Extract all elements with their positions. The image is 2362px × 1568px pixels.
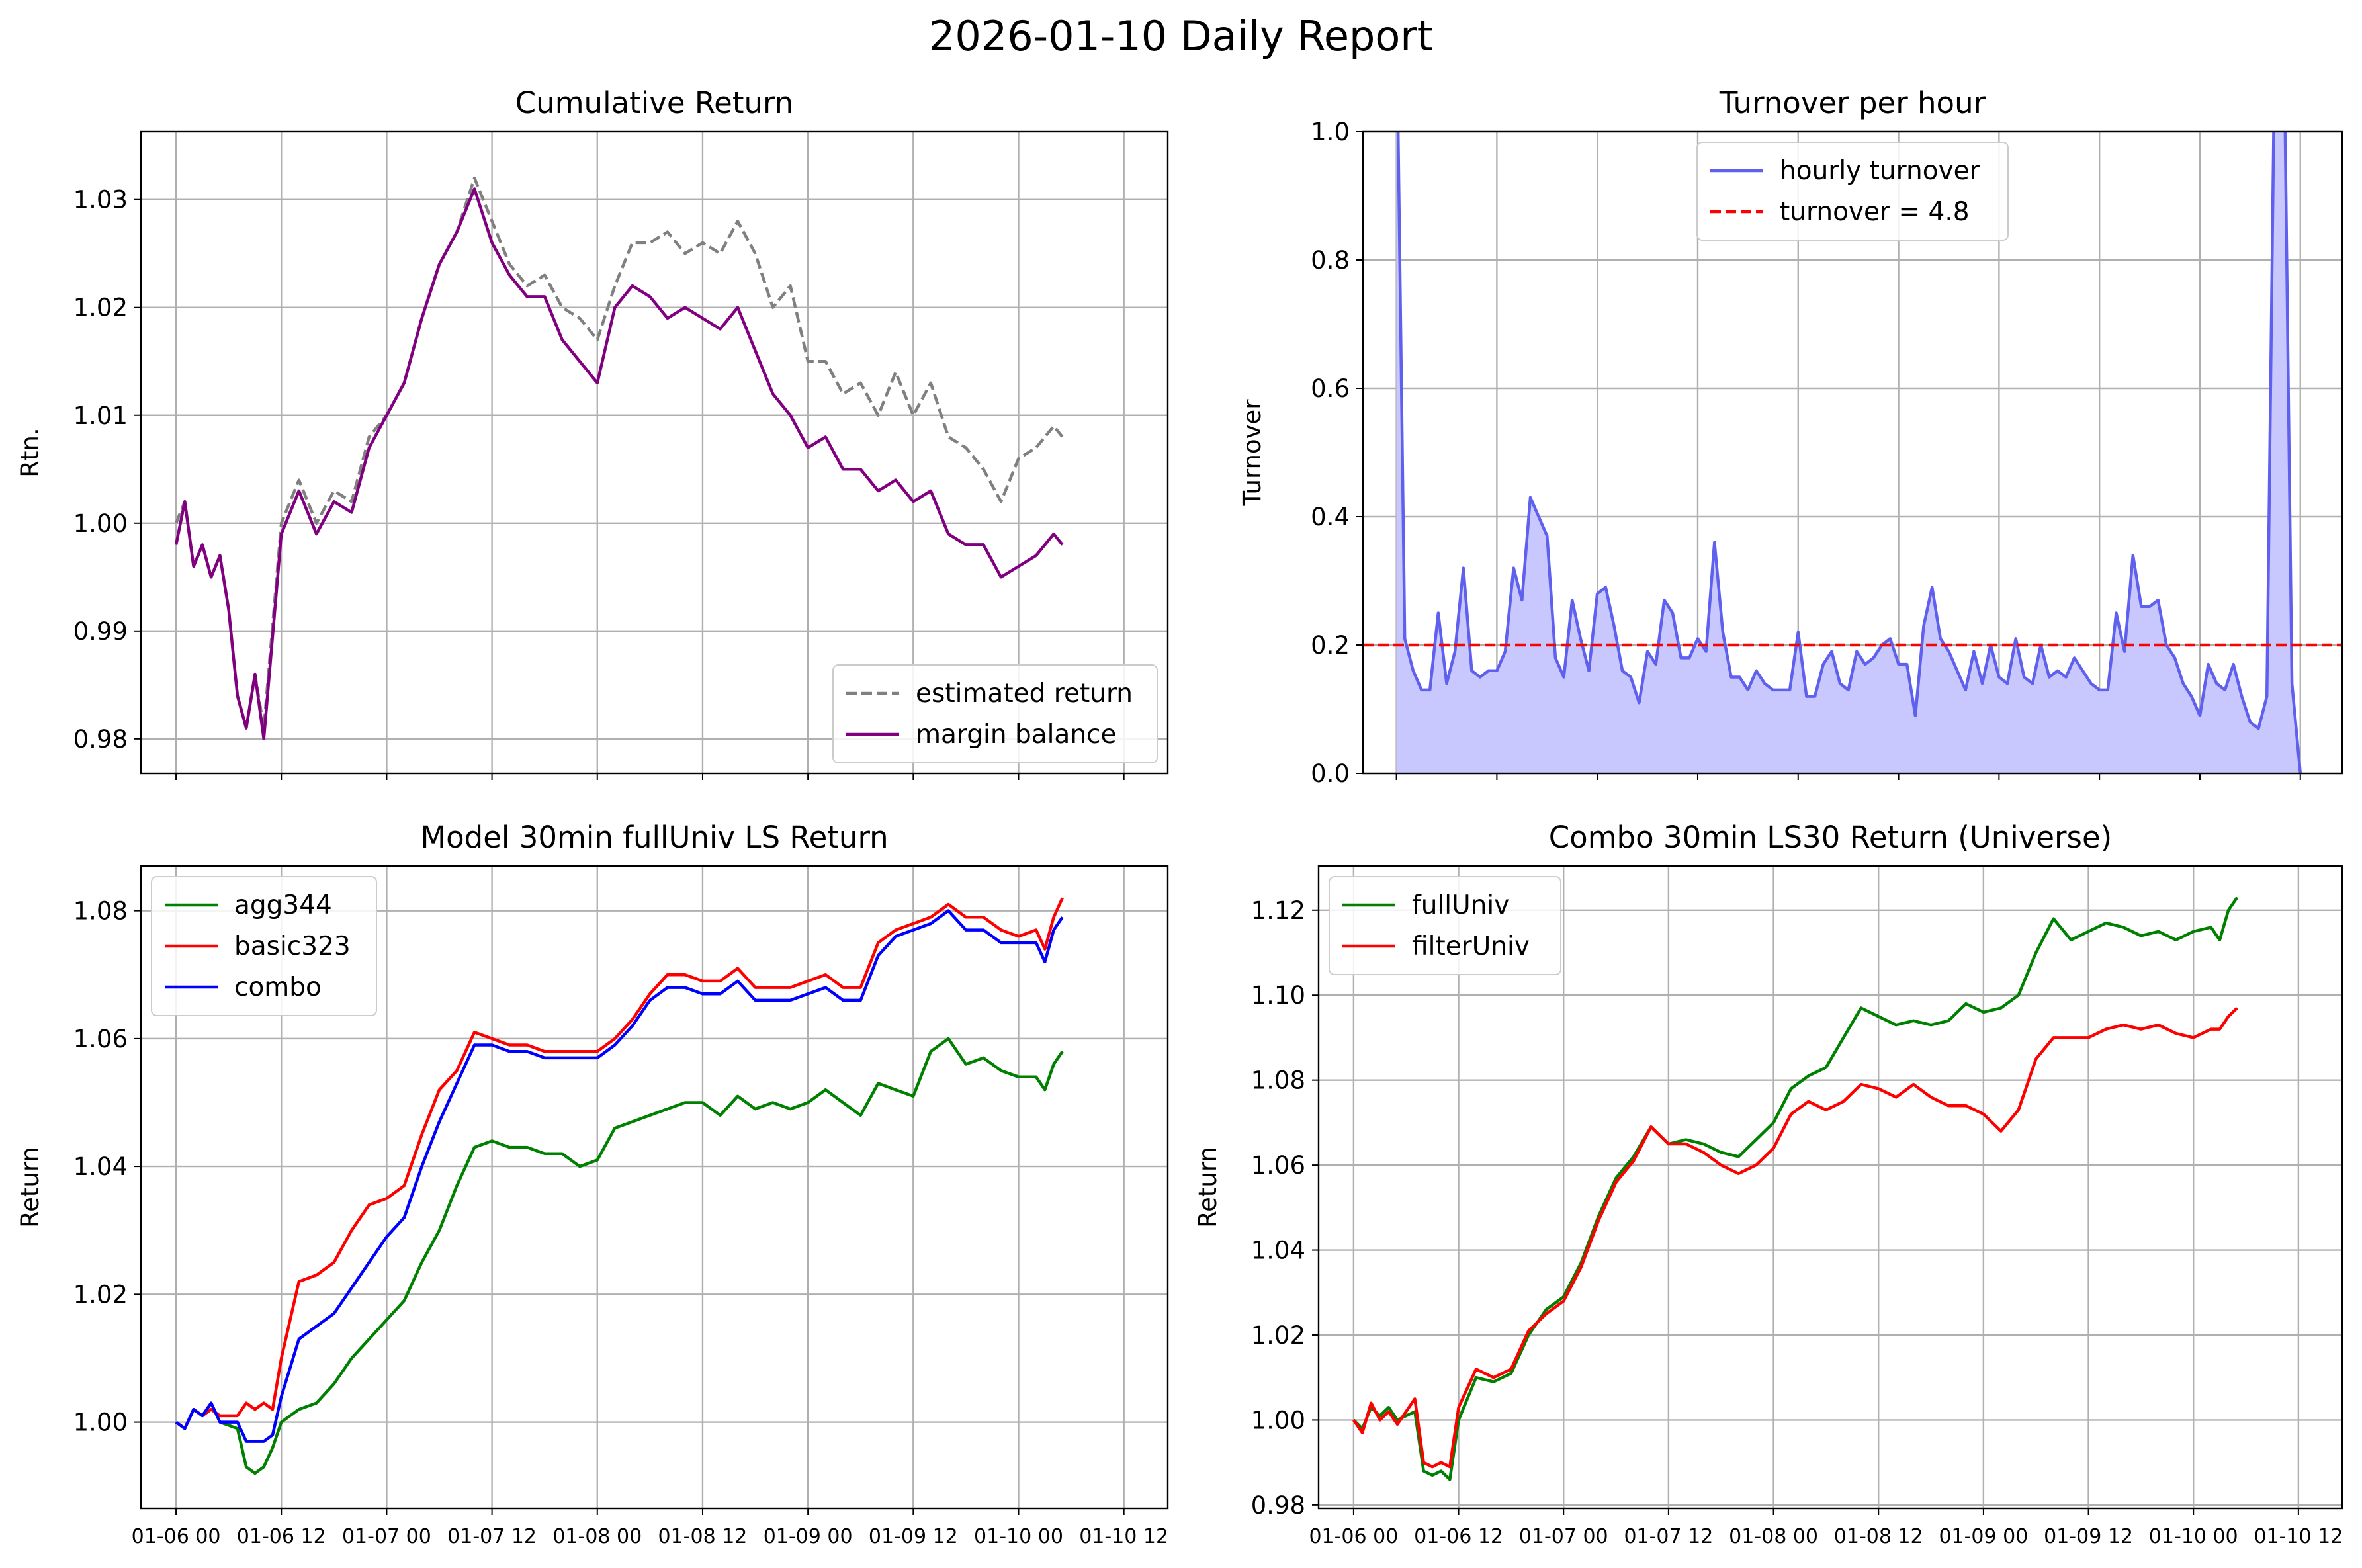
x-tick-label: 01-10 00 — [2149, 1525, 2238, 1548]
series-line-2 — [174, 187, 1064, 741]
chart-panel-2: 0.0 0.2 0.4 0.6 0.8 1.0 Turnover per hour Turno… — [1238, 85, 2343, 788]
series-line-2 — [175, 897, 1064, 1430]
x-tick-label: 01-10 12 — [1079, 1525, 1168, 1548]
x-tick-label: 01-06 00 — [132, 1525, 221, 1548]
legend: fullUniv filterUniv — [1329, 876, 1561, 975]
chart-panel-1: 0.98 0.99 1.00 1.01 1.02 1.03 Cumulative Retur… — [16, 85, 1169, 780]
x-tick-label: 01-07 12 — [447, 1525, 537, 1548]
legend-label: hourly turnover — [1780, 156, 1981, 186]
y-tick-label: 0.4 — [1311, 503, 1350, 531]
legend-label: agg344 — [234, 891, 332, 920]
y-tick-label: 1.01 — [73, 402, 128, 430]
y-tick-label: 1.03 — [73, 186, 128, 214]
x-tick-label: 01-08 12 — [658, 1525, 748, 1548]
y-tick-label: 1.04 — [73, 1153, 128, 1181]
y-tick-label: 0.99 — [73, 617, 128, 646]
legend-label: combo — [234, 973, 322, 1002]
y-tick-label: 1.00 — [73, 509, 128, 538]
legend: estimated return margin balance — [832, 664, 1158, 763]
x-tick-label: 01-08 00 — [1729, 1525, 1818, 1548]
y-tick-label: 1.00 — [1251, 1406, 1305, 1434]
y-tick-label: 1.02 — [1251, 1321, 1305, 1350]
y-tick-label: 1.04 — [1251, 1237, 1305, 1265]
chart-panel-4: 01-06 00 01-06 12 01-07 00 01-07 12 01-08 00… — [1194, 820, 2343, 1548]
y-tick-label: 0.98 — [1251, 1491, 1305, 1520]
x-tick-label: 01-07 00 — [1519, 1525, 1608, 1548]
y-tick-label: 1.10 — [1251, 981, 1305, 1010]
y-tick-label: 1.02 — [73, 294, 128, 322]
plot-area — [1352, 896, 2239, 1481]
figure-title: 2026-01-10 Daily Report — [929, 12, 1433, 60]
plot-frame — [1317, 865, 2343, 1510]
y-tick-label: 1.0 — [1311, 118, 1350, 146]
x-tick-label: 01-09 00 — [764, 1525, 853, 1548]
series-line-1 — [1396, 132, 2302, 773]
y-axis-label: Return — [1194, 1147, 1222, 1228]
plot-frame — [140, 865, 1169, 1510]
y-tick-label: 1.06 — [1251, 1151, 1305, 1180]
series-line-1 — [1352, 896, 2239, 1481]
chart-title: Cumulative Return — [515, 85, 793, 120]
x-tick-label: 01-10 12 — [2253, 1525, 2343, 1548]
x-tick-label: 01-07 12 — [1624, 1525, 1713, 1548]
series-line-2 — [1352, 1006, 2238, 1469]
y-tick-label: 1.02 — [73, 1280, 128, 1309]
y-tick-label: 0.8 — [1311, 246, 1350, 275]
legend: agg344 basic323 combo — [151, 876, 377, 1016]
legend-label: fullUniv — [1412, 891, 1509, 920]
legend-label: estimated return — [916, 679, 1133, 709]
y-tick-label: 1.00 — [73, 1409, 128, 1437]
legend-label: filterUniv — [1412, 932, 1530, 961]
legend-box — [151, 876, 377, 1016]
x-tick-label: 01-06 00 — [1309, 1525, 1398, 1548]
y-axis-label: Return — [16, 1147, 44, 1228]
chart-title: Combo 30min LS30 Return (Universe) — [1549, 820, 2112, 855]
chart-title: Model 30min fullUniv LS Return — [420, 820, 888, 855]
x-tick-label: 01-09 12 — [2044, 1525, 2133, 1548]
plot-area — [1363, 132, 2342, 773]
x-tick-label: 01-08 00 — [552, 1525, 642, 1548]
legend-box — [1696, 142, 2009, 241]
legend-box — [1329, 876, 1561, 975]
y-tick-label: 1.06 — [73, 1025, 128, 1053]
y-tick-label: 0.0 — [1311, 760, 1350, 788]
x-tick-label: 01-10 00 — [974, 1525, 1063, 1548]
x-tick-label: 01-06 12 — [1414, 1525, 1503, 1548]
y-tick-label: 1.08 — [73, 897, 128, 926]
legend: hourly turnover turnover = 4.8 — [1696, 142, 2009, 241]
plot-frame — [1362, 130, 2343, 775]
y-tick-label: 0.98 — [73, 725, 128, 754]
y-tick-label: 0.6 — [1311, 374, 1350, 403]
chart-title: Turnover per hour — [1719, 85, 1986, 120]
x-tick-label: 01-09 00 — [1939, 1525, 2028, 1548]
legend-label: basic323 — [234, 932, 351, 961]
legend-label: margin balance — [916, 720, 1117, 750]
chart-panel-3: 01-06 00 01-06 12 01-07 00 01-07 12 01-08 00… — [16, 820, 1169, 1548]
legend-label: turnover = 4.8 — [1780, 197, 1970, 227]
y-axis-label: Turnover — [1238, 399, 1266, 507]
x-tick-label: 01-08 12 — [1834, 1525, 1923, 1548]
series-line-1 — [175, 1037, 1064, 1475]
plot-frame — [140, 130, 1169, 775]
y-tick-label: 0.2 — [1311, 631, 1350, 660]
x-tick-label: 01-06 12 — [237, 1525, 326, 1548]
x-tick-label: 01-09 12 — [869, 1525, 958, 1548]
plot-area — [175, 897, 1064, 1475]
series-line-3 — [175, 909, 1064, 1443]
legend-box — [832, 664, 1158, 763]
y-axis-label: Rtn. — [16, 427, 44, 477]
x-tick-label: 01-07 00 — [342, 1525, 431, 1548]
y-tick-label: 1.12 — [1251, 896, 1305, 925]
plot-area — [174, 176, 1064, 741]
area-fill — [1396, 132, 2300, 773]
y-tick-label: 1.08 — [1251, 1067, 1305, 1095]
